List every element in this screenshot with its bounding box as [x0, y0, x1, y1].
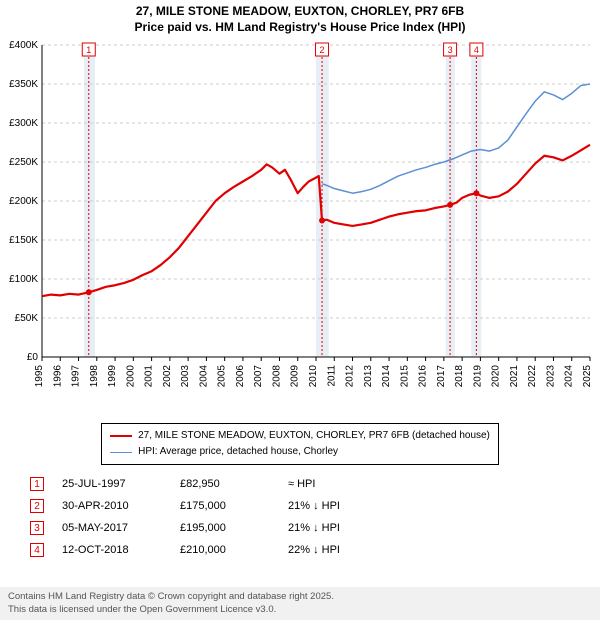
legend: 27, MILE STONE MEADOW, EUXTON, CHORLEY, …: [101, 423, 499, 465]
event-diff: ≈ HPI: [288, 478, 378, 490]
footer-line-2: This data is licensed under the Open Gov…: [8, 604, 592, 616]
svg-text:2024: 2024: [564, 365, 575, 388]
svg-text:2019: 2019: [472, 365, 483, 388]
svg-text:2003: 2003: [180, 365, 191, 388]
svg-text:£50K: £50K: [15, 313, 39, 324]
svg-text:2001: 2001: [144, 365, 155, 388]
svg-text:3: 3: [448, 45, 453, 55]
svg-text:2014: 2014: [381, 365, 392, 388]
price-chart: £0 £50K £100K £150K £200K £250K £300K £350K £400…: [0, 37, 600, 417]
event-price: £175,000: [180, 500, 270, 512]
svg-text:1997: 1997: [71, 365, 82, 388]
svg-text:2: 2: [320, 45, 325, 55]
title-line-2: Price paid vs. HM Land Registry's House …: [0, 20, 600, 36]
event-price: £195,000: [180, 522, 270, 534]
event-date: 12-OCT-2018: [62, 544, 162, 556]
event-diff: 21% ↓ HPI: [288, 500, 378, 512]
event-marker: 1: [30, 477, 44, 491]
svg-text:2002: 2002: [162, 365, 173, 388]
chart-area: £0 £50K £100K £150K £200K £250K £300K £350K £400…: [0, 37, 600, 417]
event-date: 25-JUL-1997: [62, 478, 162, 490]
legend-swatch: [110, 452, 132, 453]
svg-text:2004: 2004: [198, 365, 209, 388]
svg-text:2020: 2020: [491, 365, 502, 388]
event-diff: 22% ↓ HPI: [288, 544, 378, 556]
event-date: 05-MAY-2017: [62, 522, 162, 534]
svg-text:2016: 2016: [418, 365, 429, 388]
svg-text:£200K: £200K: [9, 196, 38, 207]
footer: Contains HM Land Registry data © Crown c…: [0, 587, 600, 620]
svg-text:£150K: £150K: [9, 235, 38, 246]
events-table: 1 25-JUL-1997 £82,950 ≈ HPI 2 30-APR-2010 £175…: [30, 473, 570, 561]
svg-text:2013: 2013: [363, 365, 374, 388]
svg-text:4: 4: [474, 45, 479, 55]
svg-text:£400K: £400K: [9, 40, 38, 51]
footer-line-1: Contains HM Land Registry data © Crown c…: [8, 591, 592, 603]
svg-text:2023: 2023: [545, 365, 556, 388]
event-diff: 21% ↓ HPI: [288, 522, 378, 534]
event-marker: 3: [30, 521, 44, 535]
svg-text:£0: £0: [27, 352, 39, 363]
event-marker: 2: [30, 499, 44, 513]
title-line-1: 27, MILE STONE MEADOW, EUXTON, CHORLEY, …: [0, 4, 600, 20]
svg-text:2012: 2012: [345, 365, 356, 388]
event-row: 4 12-OCT-2018 £210,000 22% ↓ HPI: [30, 539, 570, 561]
event-row: 2 30-APR-2010 £175,000 21% ↓ HPI: [30, 495, 570, 517]
svg-text:2005: 2005: [217, 365, 228, 388]
event-price: £210,000: [180, 544, 270, 556]
event-date: 30-APR-2010: [62, 500, 162, 512]
svg-text:2009: 2009: [290, 365, 301, 388]
svg-text:1996: 1996: [52, 365, 63, 388]
legend-label: HPI: Average price, detached house, Chor…: [138, 444, 338, 460]
svg-text:2011: 2011: [326, 365, 337, 387]
svg-text:1998: 1998: [89, 365, 100, 388]
legend-swatch: [110, 435, 132, 437]
title-block: 27, MILE STONE MEADOW, EUXTON, CHORLEY, …: [0, 0, 600, 37]
legend-item: 27, MILE STONE MEADOW, EUXTON, CHORLEY, …: [110, 428, 490, 444]
event-price: £82,950: [180, 478, 270, 490]
svg-text:2010: 2010: [308, 365, 319, 388]
legend-item: HPI: Average price, detached house, Chor…: [110, 444, 490, 460]
svg-text:1999: 1999: [107, 365, 118, 388]
svg-text:£300K: £300K: [9, 118, 38, 129]
svg-text:2006: 2006: [235, 365, 246, 388]
page: 27, MILE STONE MEADOW, EUXTON, CHORLEY, …: [0, 0, 600, 620]
legend-label: 27, MILE STONE MEADOW, EUXTON, CHORLEY, …: [138, 428, 490, 444]
svg-text:2022: 2022: [527, 365, 538, 388]
svg-text:£350K: £350K: [9, 79, 38, 90]
event-row: 3 05-MAY-2017 £195,000 21% ↓ HPI: [30, 517, 570, 539]
svg-text:1995: 1995: [34, 365, 45, 388]
event-marker: 4: [30, 543, 44, 557]
svg-text:£100K: £100K: [9, 274, 38, 285]
event-row: 1 25-JUL-1997 £82,950 ≈ HPI: [30, 473, 570, 495]
svg-text:2007: 2007: [253, 365, 264, 388]
svg-text:2021: 2021: [509, 365, 520, 388]
svg-text:2018: 2018: [454, 365, 465, 388]
svg-text:2015: 2015: [399, 365, 410, 388]
svg-text:1: 1: [86, 45, 91, 55]
svg-text:2000: 2000: [125, 365, 136, 388]
svg-text:2025: 2025: [582, 365, 593, 388]
svg-text:2017: 2017: [436, 365, 447, 388]
svg-text:2008: 2008: [271, 365, 282, 388]
svg-text:£250K: £250K: [9, 157, 38, 168]
